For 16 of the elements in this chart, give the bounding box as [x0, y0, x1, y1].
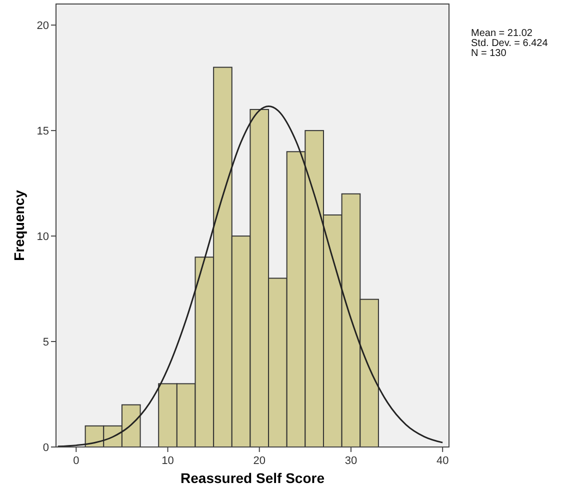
x-tick-label: 40 [436, 455, 449, 467]
y-tick-label: 5 [42, 336, 49, 349]
x-tick-label: 30 [344, 455, 358, 467]
y-tick-label: 10 [36, 231, 49, 244]
x-tick-label: 10 [162, 455, 174, 467]
line-series [57, 106, 444, 447]
x-tick-label: 0 [73, 455, 80, 467]
text: Std. Dev. = 6.424 [471, 38, 548, 49]
x-axis-title: Reassured Self Score [180, 470, 325, 486]
y-tick-label: 0 [42, 442, 49, 454]
text: N = 130 [471, 48, 507, 59]
y-axis-title: Frequency [11, 190, 27, 261]
y-tick-label: 15 [36, 126, 49, 138]
y-tick-label: 20 [36, 20, 49, 32]
text: Mean = 21.02 [471, 28, 533, 39]
x-tick-label: 20 [253, 455, 266, 467]
